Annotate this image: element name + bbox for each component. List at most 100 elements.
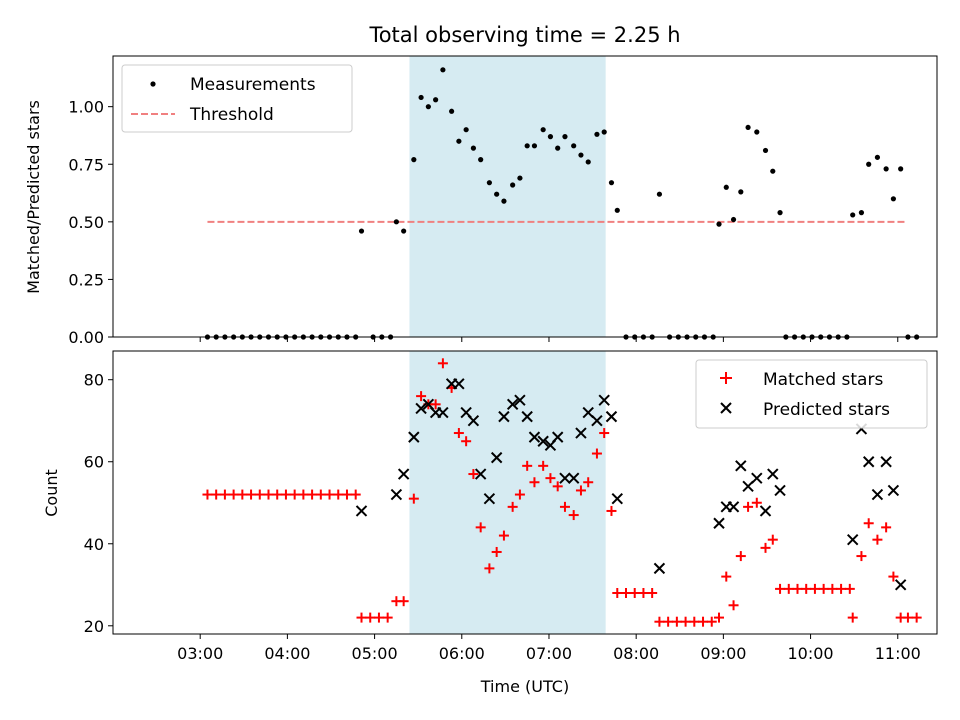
predicted-star-point xyxy=(514,394,526,406)
top-y-tick-label: 0.00 xyxy=(68,328,104,347)
measurement-point xyxy=(883,166,889,172)
predicted-star-point xyxy=(653,562,666,575)
matched-star-point xyxy=(491,546,502,557)
predicted-star-point xyxy=(408,431,420,443)
matched-star-point xyxy=(714,612,725,623)
measurement-point xyxy=(585,159,591,165)
bottom-y-tick-label: 20 xyxy=(84,617,104,636)
predicted-star-point xyxy=(727,501,740,513)
matched-star-point xyxy=(280,489,291,500)
matched-star-point xyxy=(373,612,384,623)
bottom-y-ticks: 20 40 60 80 xyxy=(84,371,113,636)
predicted-star-point xyxy=(751,472,763,484)
measurement-point xyxy=(562,134,568,140)
matched-star-point xyxy=(468,469,479,480)
predicted-star-point xyxy=(605,410,618,423)
measurement-point xyxy=(723,184,729,190)
matched-star-point xyxy=(751,497,762,508)
measurement-point xyxy=(540,127,546,133)
matched-star-point xyxy=(408,493,419,504)
matched-star-point xyxy=(847,612,858,623)
measurement-point xyxy=(433,97,439,103)
bottom-legend-box xyxy=(695,359,928,429)
matched-star-point xyxy=(356,612,367,623)
bottom-y-tick-label: 40 xyxy=(84,535,104,554)
matched-star-point xyxy=(237,489,248,500)
measurement-point xyxy=(524,143,530,149)
predicted-star-point xyxy=(528,431,541,443)
x-tick-label: 11:00 xyxy=(875,644,921,663)
predicted-star-point xyxy=(453,378,465,390)
predicted-star-point xyxy=(437,406,449,419)
matched-star-point xyxy=(760,542,771,553)
matched-star-point xyxy=(698,616,709,627)
measurement-point xyxy=(716,221,722,227)
matched-star-point xyxy=(911,612,922,623)
predicted-star-point xyxy=(355,505,368,517)
matched-star-point xyxy=(792,583,803,594)
measurement-point xyxy=(608,180,615,186)
matched-star-point xyxy=(606,505,617,516)
bottom-y-tick-label: 80 xyxy=(84,371,104,390)
predicted-star-point xyxy=(474,468,487,480)
matched-star-point xyxy=(836,583,847,594)
matched-star-point xyxy=(743,501,754,512)
predicted-star-point xyxy=(591,415,603,427)
measurement-point xyxy=(858,210,865,216)
matched-star-point xyxy=(246,489,257,500)
matched-star-point xyxy=(767,534,778,545)
matched-star-point xyxy=(529,477,540,488)
x-tick-label: 03:00 xyxy=(177,644,223,663)
matched-star-point xyxy=(437,358,448,369)
predicted-star-point xyxy=(880,456,892,468)
legend-matched-marker xyxy=(720,372,732,384)
legend-measurements-marker xyxy=(150,81,156,87)
top-highlight-span xyxy=(409,56,606,337)
measurement-point xyxy=(494,191,500,197)
matched-star-point xyxy=(863,518,874,529)
measurement-point xyxy=(762,147,769,154)
legend-measurements-label: Measurements xyxy=(190,75,316,95)
top-y-tick-label: 0.75 xyxy=(68,155,104,174)
measurement-point xyxy=(358,228,365,234)
measurement-point xyxy=(478,157,484,163)
matched-star-point xyxy=(430,399,441,410)
measurement-point xyxy=(517,175,523,181)
matched-star-point xyxy=(365,612,376,623)
bottom-legend: Matched stars Predicted stars xyxy=(695,359,928,429)
top-y-tick-label: 0.50 xyxy=(68,213,104,232)
matched-star-point xyxy=(298,489,309,500)
matched-star-point xyxy=(809,583,820,594)
matched-star-point xyxy=(263,489,274,500)
matched-star-point xyxy=(522,460,533,471)
measurement-point xyxy=(418,94,424,101)
matched-star-point xyxy=(856,551,867,562)
matched-star-point xyxy=(671,616,682,627)
measurement-point xyxy=(456,138,462,144)
predicted-star-point xyxy=(521,410,533,423)
x-tick-label: 05:00 xyxy=(352,644,398,663)
x-tick-label: 07:00 xyxy=(526,644,572,663)
matched-star-point xyxy=(333,489,344,500)
measurement-point xyxy=(578,152,584,158)
chart-title: Total observing time = 2.25 h xyxy=(368,23,680,47)
measurement-point xyxy=(754,129,760,135)
matched-star-point xyxy=(583,477,594,488)
matched-star-point xyxy=(545,473,556,484)
predicted-star-point xyxy=(767,468,779,480)
matched-star-point xyxy=(721,571,732,582)
predicted-star-point xyxy=(567,472,580,484)
matched-star-point xyxy=(219,489,230,500)
matched-star-point xyxy=(647,587,658,598)
measurement-point xyxy=(656,191,663,197)
measurement-point xyxy=(730,216,737,223)
predicted-star-point xyxy=(774,484,786,497)
measurement-point xyxy=(531,143,538,149)
matched-star-point xyxy=(228,489,239,500)
matched-star-point xyxy=(202,489,213,500)
x-tick-label: 10:00 xyxy=(788,644,834,663)
matched-star-point xyxy=(629,587,640,598)
measurement-point xyxy=(425,104,431,110)
matched-star-point xyxy=(559,501,570,512)
predicted-star-point xyxy=(887,484,900,497)
